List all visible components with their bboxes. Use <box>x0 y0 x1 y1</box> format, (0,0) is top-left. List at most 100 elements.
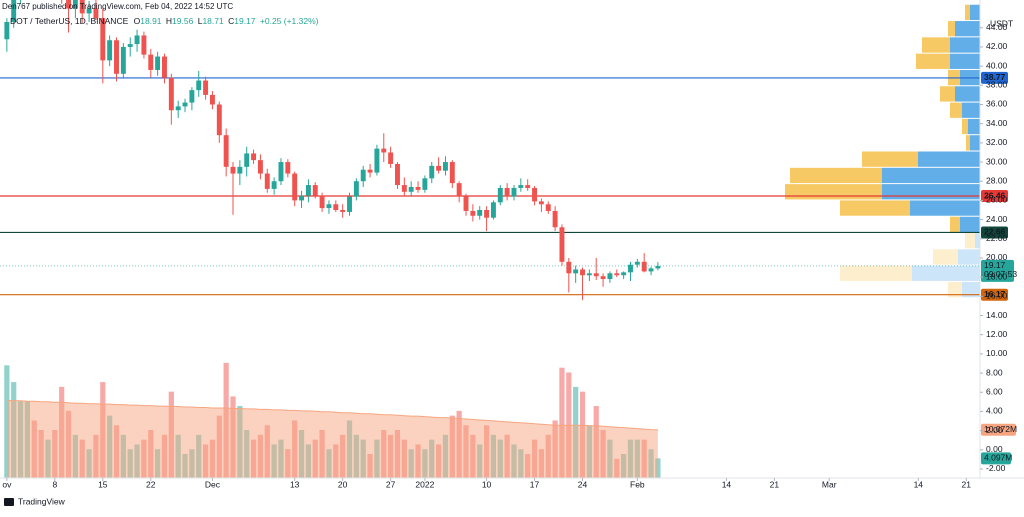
profile-down <box>910 200 980 216</box>
y-tick-label: 0.00 <box>986 444 1003 454</box>
profile-down <box>970 4 980 21</box>
volume-bar <box>559 367 565 478</box>
volume-bar <box>4 365 10 478</box>
profile-up <box>948 281 962 298</box>
candle-body <box>175 106 181 111</box>
x-tick-label: 10 <box>482 479 492 489</box>
candle-body <box>353 181 359 197</box>
candle-body <box>340 210 346 212</box>
y-tick-label: 4.00 <box>986 406 1003 416</box>
x-tick-label: Feb <box>630 479 645 489</box>
candle-body <box>114 40 119 74</box>
candle-body <box>11 0 17 23</box>
x-tick-label: 21 <box>770 479 780 489</box>
candle-body <box>79 0 85 14</box>
candle-body <box>203 80 209 95</box>
y-tick-label: 18.00 <box>986 271 1008 281</box>
volume-ma-area <box>6 400 658 478</box>
x-tick-label: 20 <box>338 479 348 489</box>
candle-body <box>586 273 592 276</box>
ohlc-letter: O <box>134 16 141 26</box>
candle-body <box>4 22 10 40</box>
profile-down <box>962 281 980 298</box>
candle-body <box>299 195 305 201</box>
candle-body <box>395 163 400 186</box>
candle-body <box>621 272 627 276</box>
x-tick-label: 21 <box>962 479 972 489</box>
candle-body <box>360 169 366 182</box>
candle-body <box>429 165 435 179</box>
y-tick-label: 6.00 <box>986 386 1003 396</box>
profile-up <box>840 200 910 216</box>
y-tick-label: 44.00 <box>986 22 1008 32</box>
volume-bar <box>655 458 661 478</box>
legend: DOT / TetherUS, 1D, BINANCE O18.91 H19.5… <box>10 16 319 26</box>
candle-body <box>326 204 332 209</box>
profile-up <box>922 37 950 53</box>
x-tick-label: 22 <box>146 479 156 489</box>
candle-body <box>120 46 126 74</box>
y-tick-label: 10.00 <box>986 348 1008 358</box>
candle-body <box>168 77 174 111</box>
profile-up <box>916 53 950 69</box>
candle-body <box>580 269 585 276</box>
candle-body <box>463 196 469 211</box>
level-badge <box>981 71 1008 84</box>
ohlc-letter: H <box>166 16 172 26</box>
level-label: 22.66 <box>984 227 1006 237</box>
y-tick-label: -2.00 <box>986 463 1006 473</box>
candle-body <box>648 268 654 272</box>
profile-down <box>950 53 980 69</box>
volume-label: 4.097M <box>984 453 1012 463</box>
y-tick-label: 40.00 <box>986 60 1008 70</box>
level-badge <box>981 288 1008 301</box>
x-tick-label: 15 <box>98 479 108 489</box>
candle-body <box>573 269 579 274</box>
candle-body <box>305 185 311 196</box>
candle-body <box>566 261 572 274</box>
candle-body <box>100 18 106 61</box>
candle-body <box>251 153 257 161</box>
x-tick-label: 14 <box>722 479 732 489</box>
candle-body <box>196 80 202 91</box>
profile-up <box>940 86 955 102</box>
profile-down <box>960 216 980 233</box>
profile-down <box>882 167 980 184</box>
candle-body <box>127 44 133 47</box>
candle-body <box>511 187 517 197</box>
currency: USDT <box>990 18 1013 28</box>
profile-down <box>955 21 980 37</box>
publisher: Den767 published on TradingView.com, Feb… <box>2 2 233 11</box>
candle-body <box>209 94 215 105</box>
profile-up <box>966 135 970 151</box>
candle-body <box>107 40 113 61</box>
x-tick-label: 24 <box>578 479 588 489</box>
level-label: 26.46 <box>984 190 1006 200</box>
level-label: 16.17 <box>984 289 1006 299</box>
candle-body <box>559 227 565 262</box>
candle-body <box>532 187 538 202</box>
candle-body <box>66 0 71 9</box>
candle-body <box>497 187 503 203</box>
candle-body <box>162 56 167 78</box>
volume-ma-badge <box>981 423 1016 436</box>
brand: TradingView <box>18 496 66 506</box>
candle-body <box>223 135 229 167</box>
symbol: DOT / TetherUS, 1D, BINANCE <box>10 16 129 26</box>
y-tick-label: 34.00 <box>986 118 1008 128</box>
x-tick-label: Dec <box>205 479 221 489</box>
level-label: 38.77 <box>984 72 1006 82</box>
candle-body <box>552 210 558 228</box>
y-tick-label: 8.00 <box>986 367 1003 377</box>
volume-badge <box>981 452 1011 465</box>
profile-down <box>950 37 980 53</box>
y-tick-label: 32.00 <box>986 137 1008 147</box>
y-tick-label: 42.00 <box>986 41 1008 51</box>
candle-body <box>470 210 476 216</box>
logo-icon <box>4 498 14 506</box>
candle-body <box>504 187 510 197</box>
profile-up <box>962 118 968 135</box>
plot-area <box>0 0 980 478</box>
candle-body <box>401 185 407 192</box>
